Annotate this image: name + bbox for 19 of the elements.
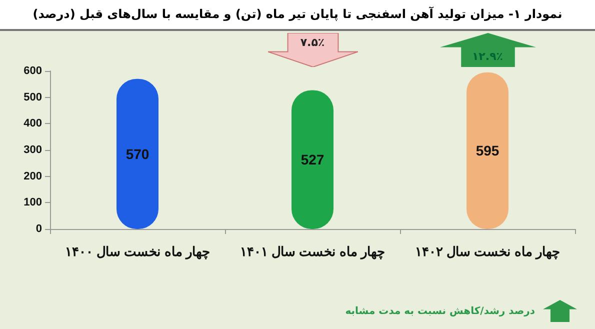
y-tick-label: 600 — [24, 65, 42, 77]
y-tick-label: 0 — [36, 223, 42, 235]
y-tick-label: 300 — [24, 144, 42, 156]
data-label: 527 — [300, 152, 324, 168]
y-tick-label: 200 — [24, 170, 42, 182]
data-label: 595 — [476, 142, 500, 159]
x-tick-label: چهار ماه نخست سال ۱۴۰۲ — [414, 244, 560, 260]
text: ۷.۵٪ — [299, 36, 326, 49]
bar — [292, 90, 334, 229]
x-tick-label: چهار ماه نخست سال ۱۴۰۱ — [240, 244, 386, 260]
y-tick-label: 400 — [24, 118, 42, 130]
y-tick-label: 100 — [24, 196, 42, 209]
data-label: 570 — [126, 146, 150, 162]
chart-title: نمودار ۱- میزان تولید آهن اسفنجی تا پایان تیر ماه (تن) و مقایسه با سال‌های قبل (درصد) — [0, 0, 595, 31]
bar — [116, 78, 158, 229]
text: درصد رشد/کاهش نسبت به مدت مشابه — [345, 306, 535, 317]
bar — [466, 72, 508, 229]
x-tick-label: چهار ماه نخست سال ۱۴۰۰ — [64, 244, 210, 260]
y-tick-label: 500 — [24, 91, 42, 104]
